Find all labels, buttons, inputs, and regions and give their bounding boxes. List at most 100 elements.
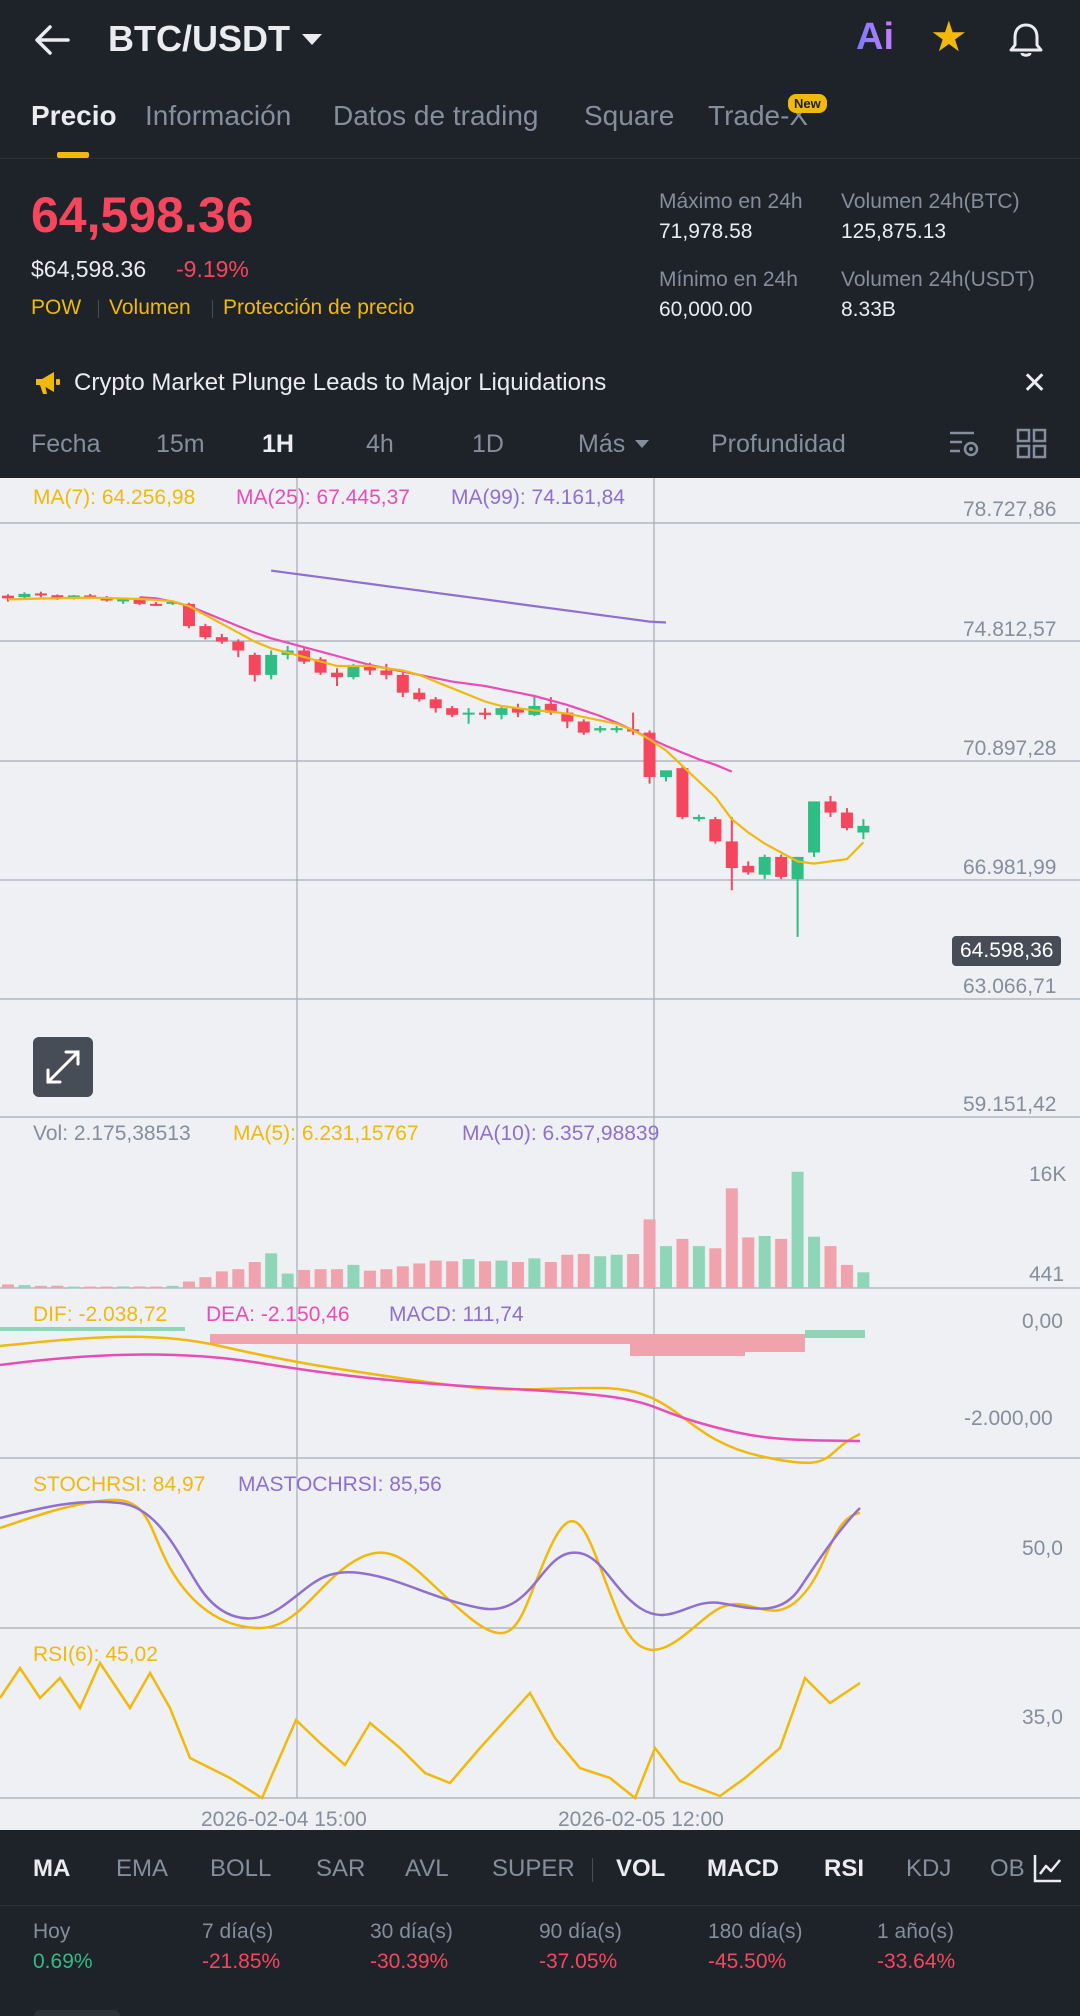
volume-bar	[692, 1246, 705, 1288]
rsi-line	[0, 1660, 861, 1801]
ai-icon[interactable]: Ai	[856, 16, 894, 58]
tag-proteccion[interactable]: Protección de precio	[223, 296, 415, 319]
interval-fecha[interactable]: Fecha	[31, 430, 101, 458]
time-axis-label: 2026-02-04 15:00	[201, 1808, 367, 1831]
indicator-avl[interactable]: AVL	[405, 1855, 449, 1882]
indicator-kdj[interactable]: KDJ	[906, 1855, 952, 1882]
star-icon[interactable]: ★	[930, 13, 968, 60]
kline-chart[interactable]	[0, 478, 1080, 1830]
tab-informacion[interactable]: Información	[145, 100, 292, 131]
pair-title[interactable]: BTC/USDT	[108, 18, 290, 59]
indicator-macd[interactable]: MACD	[707, 1855, 779, 1882]
indicator-obv[interactable]: OBV	[990, 1855, 1024, 1882]
indicator-super[interactable]: SUPER	[492, 1855, 575, 1882]
candle-body	[84, 595, 97, 598]
volume-bar	[495, 1260, 508, 1288]
price-axis-label: 70.897,28	[963, 737, 1057, 760]
volume-bar	[2, 1284, 14, 1288]
divider	[0, 1905, 1080, 1906]
candle-body	[265, 654, 278, 675]
stochrsi-label: STOCHRSI: 84,97	[33, 1473, 206, 1496]
candle-body	[34, 593, 47, 596]
candle-body	[413, 692, 426, 700]
tab-square[interactable]: Square	[584, 100, 675, 131]
perf-label: 7 día(s)	[202, 1920, 274, 1943]
tag-volumen[interactable]: Volumen	[109, 296, 191, 319]
volume-bar	[331, 1269, 343, 1288]
close-icon[interactable]: ✕	[1022, 367, 1048, 400]
indicator-ema[interactable]: EMA	[116, 1855, 169, 1882]
tab-precio[interactable]: Precio	[31, 100, 117, 131]
last-price: 64,598.36	[31, 187, 254, 243]
chart-area[interactable]	[0, 478, 1080, 1830]
interval-1h[interactable]: 1H	[262, 430, 294, 458]
macd-bar	[745, 1334, 805, 1352]
volume-bar	[627, 1254, 640, 1288]
candle-body	[479, 712, 492, 715]
arrow-left-icon[interactable]	[30, 20, 74, 60]
divider	[212, 300, 213, 318]
candle-body	[117, 599, 130, 602]
active-tab-indicator	[57, 152, 89, 158]
indicator-rsi[interactable]: RSI	[824, 1855, 865, 1882]
chart-settings-icon[interactable]	[948, 428, 982, 460]
mastochrsi-label: MASTOCHRSI: 85,56	[238, 1473, 442, 1496]
candle-body	[215, 637, 228, 642]
interval-4h[interactable]: 4h	[366, 430, 394, 458]
tab-datos-trading[interactable]: Datos de trading	[333, 100, 539, 131]
volume-bar	[34, 1285, 47, 1288]
volume-bar	[676, 1238, 689, 1288]
perf-value: -45.50%	[708, 1950, 787, 1973]
indicator-chart-icon[interactable]	[1032, 1852, 1064, 1884]
ma99-label: MA(99): 74.161,84	[451, 486, 625, 509]
grid-icon[interactable]	[1016, 428, 1048, 460]
candle-body	[561, 712, 574, 722]
interval-profundidad[interactable]: Profundidad	[711, 430, 846, 458]
perf-value: -21.85%	[202, 1950, 281, 1973]
volume-bar	[265, 1253, 278, 1288]
volume-ma10-label: MA(10): 6.357,98839	[462, 1122, 660, 1145]
indicator-vol[interactable]: VOL	[616, 1855, 666, 1882]
interval-mas[interactable]: Más	[578, 430, 626, 458]
low-24h-value: 60,000.00	[659, 298, 753, 321]
volume-bar	[133, 1286, 146, 1289]
ma25-line	[139, 596, 733, 773]
tag-pow[interactable]: POW	[31, 296, 82, 319]
divider	[592, 1858, 593, 1882]
expand-icon[interactable]	[33, 1037, 93, 1097]
volume-bar	[594, 1256, 607, 1288]
volume-bar	[462, 1259, 475, 1288]
indicator-ma[interactable]: MA	[33, 1855, 71, 1882]
indicator-boll[interactable]: BOLL	[210, 1855, 272, 1882]
news-headline[interactable]: Crypto Market Plunge Leads to Major Liqu…	[74, 369, 607, 396]
volume-axis-label: 441	[1029, 1263, 1065, 1286]
chevron-down-icon[interactable]	[635, 440, 649, 448]
macd-axis-label: 0,00	[1022, 1310, 1063, 1333]
dea-label: DEA: -2.150,46	[206, 1303, 350, 1326]
volume-bar	[446, 1261, 459, 1288]
chevron-down-icon[interactable]	[302, 34, 322, 45]
vol-usdt-value: 8.33B	[841, 298, 896, 321]
volume-axis-label: 16K	[1029, 1163, 1067, 1186]
volume-ma5-label: MA(5): 6.231,15767	[233, 1122, 419, 1145]
volume-bar	[479, 1261, 492, 1288]
interval-15m[interactable]: 15m	[156, 430, 205, 458]
interval-1d[interactable]: 1D	[472, 430, 504, 458]
candle-body	[232, 641, 245, 651]
change-percent: -9.19%	[176, 256, 249, 282]
volume-bar	[363, 1270, 376, 1288]
low-24h-label: Mínimo en 24h	[659, 268, 798, 291]
candle-body	[199, 626, 212, 638]
macd-bar	[210, 1334, 630, 1344]
volume-bar	[561, 1254, 574, 1288]
indicator-sar[interactable]: SAR	[316, 1855, 366, 1882]
volume-bar	[725, 1188, 738, 1288]
candle-body	[808, 801, 821, 853]
divider	[0, 158, 1080, 159]
perf-label: 1 año(s)	[877, 1920, 955, 1943]
perf-value: 0.69%	[33, 1950, 93, 1973]
volume-bar	[182, 1281, 195, 1288]
volume-bar	[528, 1258, 541, 1288]
new-badge: New	[788, 94, 827, 113]
bell-icon[interactable]	[1006, 20, 1046, 60]
